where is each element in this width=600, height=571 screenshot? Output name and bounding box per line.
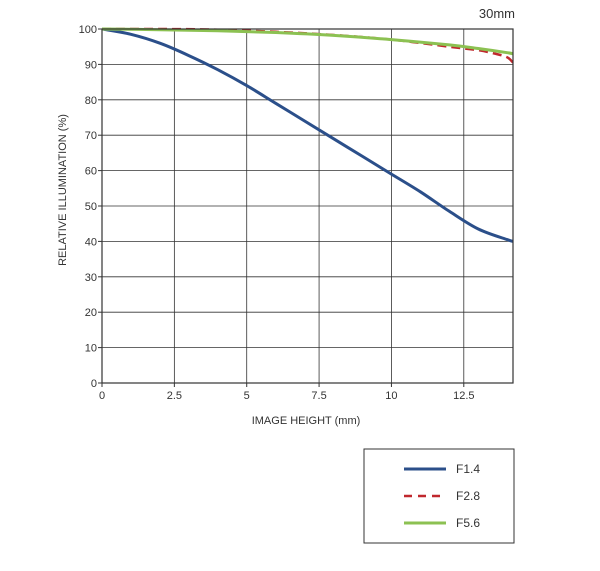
y-tick-label: 90 xyxy=(85,59,97,71)
chart-title: 30mm xyxy=(479,6,515,21)
legend-label: F1.4 xyxy=(456,462,480,476)
y-tick-label: 60 xyxy=(85,166,97,178)
plot-grid xyxy=(102,29,513,383)
series-line-f56 xyxy=(102,27,513,56)
y-tick-label: 50 xyxy=(85,201,97,213)
y-tick-label: 100 xyxy=(79,24,97,36)
x-tick-label: 5 xyxy=(244,390,250,402)
y-tick-label: 0 xyxy=(91,378,97,390)
x-tick-label: 12.5 xyxy=(453,390,474,402)
x-axis-label: IMAGE HEIGHT (mm) xyxy=(252,415,361,427)
x-axis-ticks: 0 2.5 5 7.5 10 12.5 xyxy=(99,383,475,402)
y-tick-label: 10 xyxy=(85,343,97,355)
y-tick-label: 70 xyxy=(85,130,97,142)
legend-label: F5.6 xyxy=(456,516,480,530)
series-line-f14 xyxy=(102,27,513,243)
y-axis-ticks: 0 10 20 30 40 50 60 70 80 90 100 xyxy=(79,24,102,390)
y-axis-label: RELATIVE ILLUMINATION (%) xyxy=(57,114,69,266)
y-tick-label: 30 xyxy=(85,272,97,284)
x-tick-label: 10 xyxy=(385,390,397,402)
y-tick-label: 80 xyxy=(85,95,97,107)
x-tick-label: 2.5 xyxy=(167,390,182,402)
x-tick-label: 0 xyxy=(99,390,105,402)
x-tick-label: 7.5 xyxy=(311,390,326,402)
legend: F1.4 F2.8 F5.6 xyxy=(363,448,515,544)
y-tick-label: 40 xyxy=(85,236,97,248)
legend-label: F2.8 xyxy=(456,489,480,503)
y-tick-label: 20 xyxy=(85,307,97,319)
